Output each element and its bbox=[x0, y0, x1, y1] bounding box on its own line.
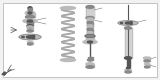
Ellipse shape bbox=[86, 16, 94, 20]
Ellipse shape bbox=[87, 18, 93, 20]
Ellipse shape bbox=[25, 16, 35, 18]
Bar bbox=[144, 64, 149, 67]
Ellipse shape bbox=[125, 22, 131, 24]
Ellipse shape bbox=[144, 63, 149, 65]
Ellipse shape bbox=[86, 66, 94, 68]
Bar bbox=[87, 7, 93, 18]
Ellipse shape bbox=[25, 12, 35, 14]
Ellipse shape bbox=[27, 30, 33, 32]
Bar bbox=[87, 22, 93, 26]
Ellipse shape bbox=[28, 41, 32, 43]
Ellipse shape bbox=[144, 60, 150, 62]
Bar bbox=[125, 28, 131, 58]
Ellipse shape bbox=[124, 57, 132, 59]
Ellipse shape bbox=[87, 32, 93, 34]
Bar bbox=[27, 27, 33, 31]
Ellipse shape bbox=[25, 11, 35, 15]
Bar bbox=[25, 13, 35, 17]
Bar bbox=[88, 57, 92, 60]
Ellipse shape bbox=[28, 20, 32, 22]
Ellipse shape bbox=[124, 27, 132, 29]
Bar bbox=[86, 7, 94, 18]
Ellipse shape bbox=[86, 63, 94, 65]
Bar bbox=[87, 29, 93, 33]
Ellipse shape bbox=[144, 57, 151, 59]
Ellipse shape bbox=[118, 21, 138, 25]
Ellipse shape bbox=[28, 9, 32, 11]
Bar bbox=[86, 64, 94, 67]
Ellipse shape bbox=[86, 39, 94, 41]
Ellipse shape bbox=[23, 19, 37, 23]
Ellipse shape bbox=[22, 36, 24, 38]
Bar bbox=[86, 36, 94, 40]
Ellipse shape bbox=[28, 7, 32, 9]
Ellipse shape bbox=[127, 67, 129, 69]
Ellipse shape bbox=[19, 34, 41, 40]
Ellipse shape bbox=[27, 26, 33, 28]
Bar bbox=[28, 42, 32, 44]
Bar bbox=[124, 28, 132, 58]
Ellipse shape bbox=[28, 12, 32, 14]
Bar bbox=[87, 19, 93, 22]
Ellipse shape bbox=[27, 25, 33, 27]
Ellipse shape bbox=[88, 41, 92, 43]
Ellipse shape bbox=[87, 25, 93, 27]
Bar bbox=[87, 33, 93, 36]
Ellipse shape bbox=[125, 69, 131, 71]
Ellipse shape bbox=[86, 6, 94, 8]
Ellipse shape bbox=[87, 28, 93, 30]
Ellipse shape bbox=[60, 58, 76, 62]
Ellipse shape bbox=[27, 36, 33, 38]
Bar bbox=[28, 8, 32, 10]
Ellipse shape bbox=[85, 34, 95, 38]
FancyArrow shape bbox=[4, 73, 6, 75]
Ellipse shape bbox=[144, 66, 149, 68]
Bar bbox=[87, 26, 93, 29]
Ellipse shape bbox=[88, 59, 92, 61]
Ellipse shape bbox=[87, 21, 93, 23]
Bar bbox=[127, 58, 129, 68]
Ellipse shape bbox=[130, 22, 132, 23]
Ellipse shape bbox=[28, 43, 32, 45]
Ellipse shape bbox=[32, 35, 35, 36]
Bar bbox=[27, 22, 33, 26]
FancyArrow shape bbox=[2, 72, 5, 75]
Bar bbox=[144, 58, 150, 61]
Ellipse shape bbox=[83, 40, 97, 44]
Ellipse shape bbox=[27, 21, 33, 23]
Bar bbox=[125, 70, 131, 72]
Ellipse shape bbox=[60, 6, 76, 10]
Ellipse shape bbox=[32, 38, 35, 39]
Ellipse shape bbox=[125, 71, 131, 73]
Ellipse shape bbox=[130, 23, 132, 24]
